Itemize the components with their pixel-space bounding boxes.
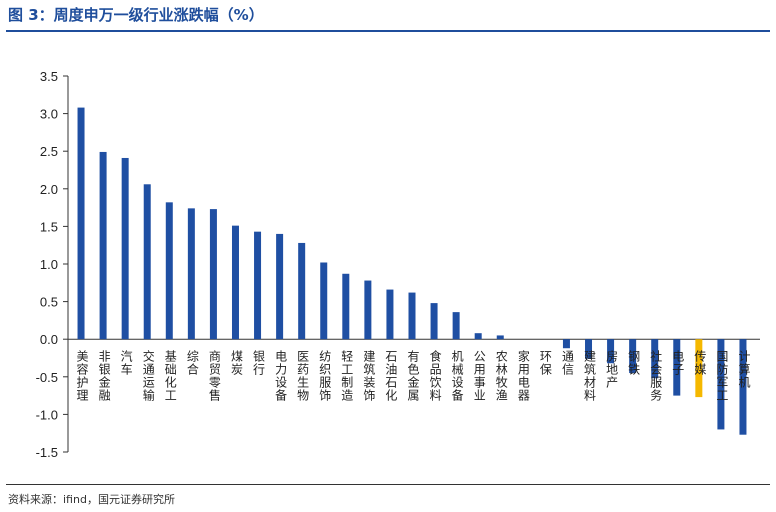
bar xyxy=(629,339,637,374)
category-label: 轻工制造 xyxy=(340,350,354,402)
bar xyxy=(364,280,372,340)
bar xyxy=(165,202,173,340)
figure-title: 图 3：周度申万一级行业涨跌幅（%） xyxy=(8,6,264,24)
bar xyxy=(717,339,725,430)
bar xyxy=(386,289,394,340)
category-label: 有色金属 xyxy=(406,350,420,402)
bar xyxy=(695,339,703,398)
bar xyxy=(77,107,85,340)
y-tick-label: 2.0 xyxy=(40,182,58,197)
category-label: 石油石化 xyxy=(384,350,398,402)
category-label: 美容护理 xyxy=(75,350,89,402)
category-label: 商贸零售 xyxy=(207,349,221,402)
bar xyxy=(254,231,262,340)
category-label: 综合 xyxy=(185,350,199,376)
category-label: 电力设备 xyxy=(274,350,288,402)
category-label: 农林牧渔 xyxy=(494,350,508,402)
y-tick-label: 2.5 xyxy=(40,144,58,159)
y-tick-label: 0.0 xyxy=(40,332,58,347)
category-label: 汽车 xyxy=(119,349,133,376)
category-label: 社会服务 xyxy=(649,349,663,402)
bar xyxy=(276,233,284,340)
bar xyxy=(143,184,151,340)
category-label: 家用电器 xyxy=(516,349,530,402)
bar xyxy=(562,339,570,349)
bar xyxy=(320,262,328,340)
y-tick-label: -1.5 xyxy=(36,445,58,460)
source-note: 资料来源：ifind，国元证券研究所 xyxy=(8,493,175,506)
bar xyxy=(452,312,460,340)
category-label: 传媒 xyxy=(693,349,707,376)
bar xyxy=(408,292,416,340)
category-label: 电子 xyxy=(671,350,685,376)
category-label: 基础化工 xyxy=(163,350,177,402)
category-label: 食品饮料 xyxy=(428,349,442,402)
category-label: 通信 xyxy=(560,350,574,376)
y-tick-label: -1.0 xyxy=(36,407,58,422)
category-label: 煤炭 xyxy=(229,350,243,376)
y-tick-label: 3.5 xyxy=(40,69,58,84)
bar xyxy=(607,339,615,364)
category-label: 计算机 xyxy=(737,350,751,389)
bar xyxy=(209,209,217,340)
category-label: 建筑材料 xyxy=(583,350,597,402)
footer-rule xyxy=(6,484,770,485)
bar xyxy=(99,151,107,340)
category-label: 公用事业 xyxy=(472,350,486,402)
category-label: 国防军工 xyxy=(715,350,729,402)
bar xyxy=(430,303,438,340)
category-label: 钢铁 xyxy=(627,350,641,376)
y-tick-label: 3.0 xyxy=(40,107,58,122)
category-label: 环保 xyxy=(538,350,552,376)
bar xyxy=(231,225,239,340)
category-label: 银行 xyxy=(252,350,266,376)
bar xyxy=(474,333,482,340)
title-rule xyxy=(6,30,770,32)
bar xyxy=(739,339,747,435)
y-tick-label: 1.0 xyxy=(40,257,58,272)
y-tick-label: 1.5 xyxy=(40,219,58,234)
bar xyxy=(496,335,504,340)
category-label: 医药生物 xyxy=(296,350,310,402)
category-label: 非银金融 xyxy=(97,350,111,402)
category-label: 机械设备 xyxy=(450,350,464,402)
bar xyxy=(187,208,195,340)
bar xyxy=(673,339,681,396)
category-label: 纺织服饰 xyxy=(318,350,332,402)
bar xyxy=(585,339,593,359)
bar xyxy=(651,339,659,379)
category-label: 交通运输 xyxy=(141,349,155,402)
bar xyxy=(121,157,129,340)
y-tick-label: 0.5 xyxy=(40,295,58,310)
bar xyxy=(342,273,350,340)
category-label: 建筑装饰 xyxy=(362,350,376,402)
bar xyxy=(298,242,306,340)
y-tick-label: -0.5 xyxy=(36,370,58,385)
category-label: 房地产 xyxy=(605,349,619,389)
